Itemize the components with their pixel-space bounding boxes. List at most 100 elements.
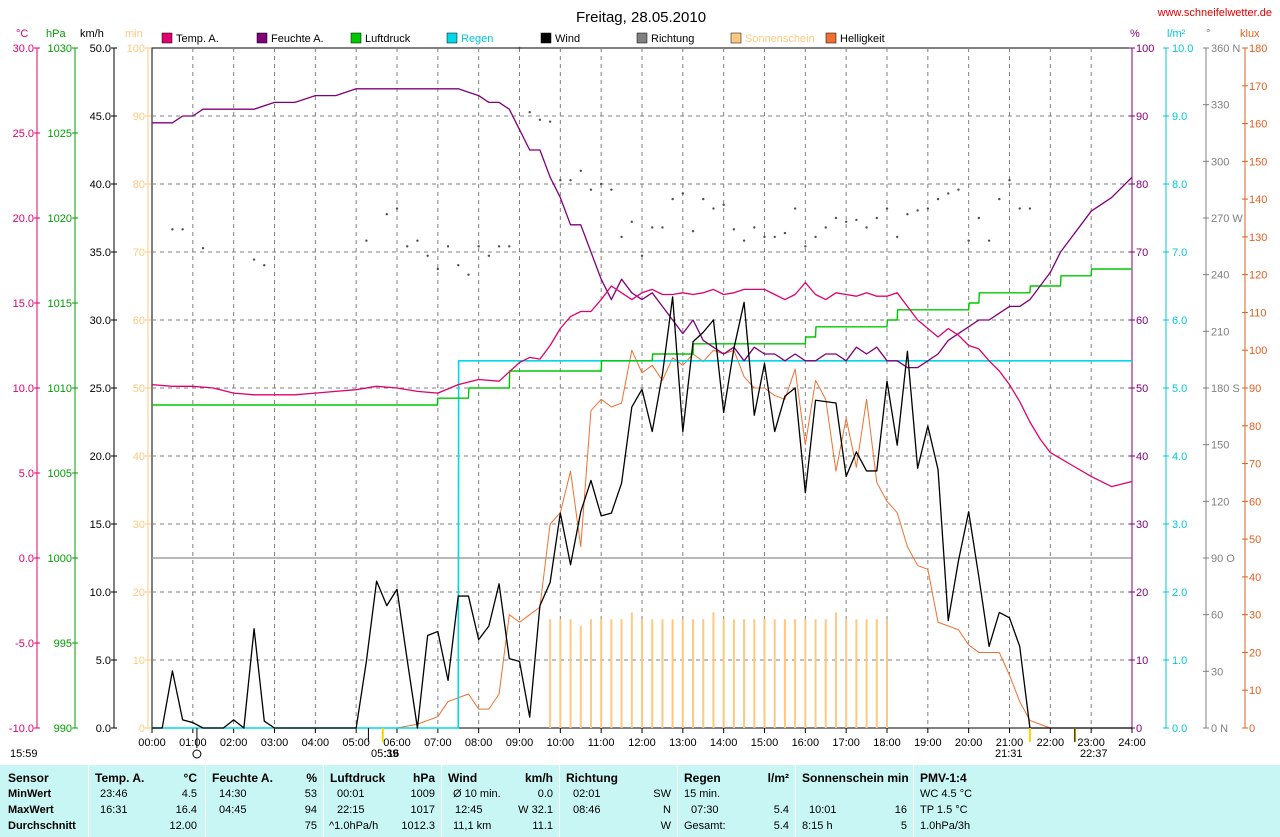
temp-header: Temp. A.	[95, 771, 145, 785]
wind-tick-label: 20.0	[90, 451, 111, 463]
legend-swatch	[730, 32, 742, 44]
humidity-header: Feuchte A.	[212, 771, 273, 785]
max-row-label: MaxWert	[8, 804, 54, 816]
direction-point	[691, 230, 695, 233]
pressure-tick-label: 1005	[48, 468, 72, 480]
direction-header: Richtung	[566, 771, 618, 785]
x-tick-label: 20:00	[955, 737, 983, 749]
direction-tick-label: 90 O	[1211, 553, 1235, 565]
direction-point	[712, 207, 715, 210]
direction-point	[579, 169, 582, 172]
wind-tick-label: 25.0	[90, 383, 111, 395]
direction-point	[824, 226, 827, 229]
temp-tick-label: 0.0	[19, 553, 34, 565]
direction-point	[416, 239, 419, 242]
sunshine-avg-value: 5	[900, 820, 907, 832]
humidity-tick-label: 20	[1136, 587, 1148, 599]
pressure-max-value: 1017	[410, 804, 435, 816]
lux-tick-label: 160	[1249, 119, 1267, 131]
pressure-column: Luftdruck hPa 00:01 1009 22:15 1017 ^1.0…	[323, 765, 441, 837]
direction-point	[1028, 207, 1032, 210]
x-tick-label: 00:00	[138, 737, 166, 749]
legend-swatch	[825, 32, 837, 44]
direction-point	[855, 218, 858, 222]
rain-tick-label: 2.0	[1172, 587, 1187, 599]
temp-max-time: 16:31	[100, 804, 128, 816]
direction-point	[477, 245, 480, 248]
wind-min-label: Ø 10 min.	[453, 788, 501, 800]
legend-label: Luftdruck	[365, 33, 411, 45]
humidity-tick-label: 60	[1136, 315, 1148, 327]
sunmin-tick-label: 60	[133, 315, 145, 327]
direction-avg-value: W	[660, 820, 671, 832]
sunrise-marker-2: :16	[384, 748, 399, 760]
pressure-min-time: 00:01	[337, 788, 365, 800]
rain-tick-label: 0.0	[1172, 723, 1187, 735]
pressure-tick-label: 1010	[48, 383, 72, 395]
wind-max-time: 12:45	[455, 804, 483, 816]
lux-unit-label: klux	[1240, 28, 1260, 40]
direction-point	[651, 226, 654, 229]
wind-tick-label: 10.0	[90, 587, 111, 599]
website-link[interactable]: www.schneifelwetter.de	[1157, 7, 1272, 19]
humidity-column: Feuchte A. % 14:30 53 04:45 94 75	[205, 765, 323, 837]
pressure-tick-label: 1020	[48, 213, 72, 225]
direction-point	[610, 188, 613, 191]
humidity-tick-label: 90	[1136, 111, 1148, 123]
sensor-header: Sensor	[8, 771, 49, 785]
pmv-windchill: WC 4.5 °C	[920, 788, 973, 800]
direction-point	[559, 179, 562, 182]
avg-row-label: Durchschnitt	[8, 820, 76, 832]
direction-tick-label: 270 W	[1211, 213, 1243, 225]
direction-point	[436, 267, 440, 271]
wind-tick-label: 40.0	[90, 179, 111, 191]
direction-point	[457, 264, 460, 267]
direction-min-value: SW	[653, 788, 671, 800]
pressure-tick-label: 990	[54, 723, 72, 735]
temp-min-value: 4.5	[181, 788, 197, 800]
humidity-tick-label: 0	[1136, 723, 1142, 735]
direction-unit-label: °	[1206, 28, 1210, 40]
direction-point	[661, 226, 664, 229]
x-tick-label: 18:00	[873, 737, 901, 749]
direction-point	[365, 239, 368, 242]
direction-tick-label: 240	[1211, 270, 1229, 282]
humidity-tick-label: 70	[1136, 247, 1148, 259]
sunshine-duration: 8:15 h	[802, 820, 833, 832]
direction-point	[742, 239, 746, 242]
legend-swatch	[636, 32, 648, 44]
direction-point	[804, 245, 807, 248]
x-tick-label: 07:00	[424, 737, 452, 749]
legend-swatch	[350, 32, 362, 44]
wind-distance: 11,1 km	[453, 820, 492, 832]
direction-point	[252, 258, 256, 261]
direction-tick-label: 60	[1211, 610, 1223, 622]
regen-line	[152, 359, 1132, 729]
sunshine-max-time: 10:01	[809, 804, 837, 816]
humidity-max-value: 94	[304, 804, 317, 816]
direction-point	[793, 207, 797, 210]
direction-point	[814, 235, 817, 239]
direction-tick-label: 30	[1211, 666, 1223, 678]
humidity-avg-value: 75	[304, 820, 317, 832]
legend-swatch	[540, 32, 552, 44]
sunmin-tick-label: 0	[139, 723, 145, 735]
humidity-tick-label: 50	[1136, 383, 1148, 395]
direction-point	[702, 197, 705, 201]
rain-unit: l/m²	[767, 771, 789, 785]
rain-tick-label: 10.0	[1172, 43, 1193, 55]
wind-tick-label: 15.0	[90, 519, 111, 531]
temp-max-value: 16.4	[175, 804, 197, 816]
direction-point	[936, 197, 940, 201]
wind-column: Wind km/h Ø 10 min. 0.0 12:45 W 32.1 11,…	[441, 765, 559, 837]
rain-total-value: 5.4	[773, 820, 789, 832]
rain-tick-label: 8.0	[1172, 179, 1187, 191]
direction-point	[620, 235, 623, 239]
direction-point	[967, 239, 970, 242]
wind-line	[152, 296, 1132, 729]
chart-title: Freitag, 28.05.2010	[576, 9, 706, 26]
direction-point	[753, 226, 756, 229]
direction-point	[589, 188, 593, 191]
sunshine-max-value: 16	[894, 804, 907, 816]
wind-min-value: 0.0	[537, 788, 553, 800]
